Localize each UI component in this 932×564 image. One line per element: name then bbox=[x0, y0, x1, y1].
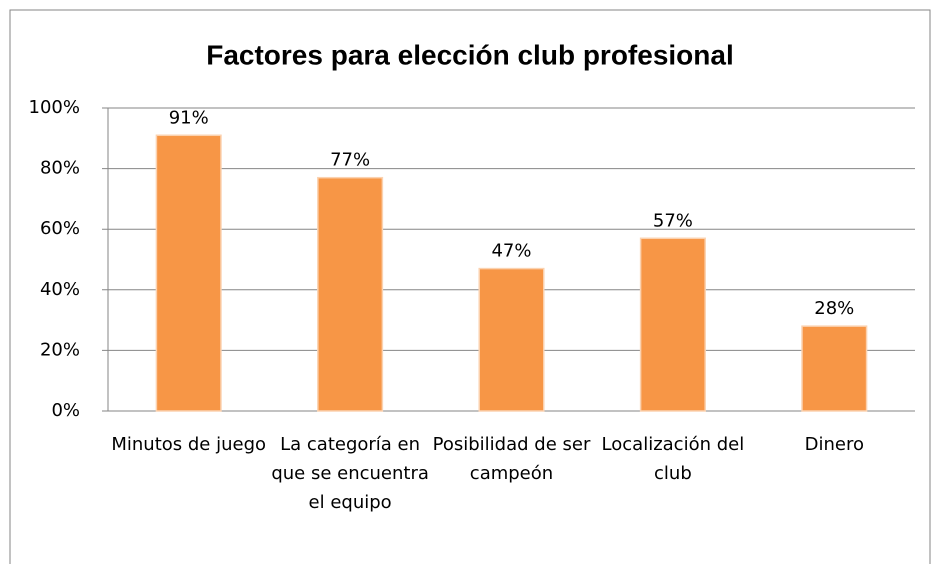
bar bbox=[801, 325, 868, 412]
x-tick-label: Posibilidad de ser campeón bbox=[432, 434, 591, 484]
x-tick-label: Localización del club bbox=[601, 434, 745, 484]
bar bbox=[317, 176, 384, 412]
y-tick-label: 0% bbox=[51, 400, 80, 421]
data-label: 57% bbox=[653, 210, 693, 231]
y-tick-label: 40% bbox=[40, 279, 80, 300]
bar bbox=[639, 237, 706, 412]
y-tick-label: 100% bbox=[29, 97, 80, 118]
data-label: 28% bbox=[814, 298, 854, 319]
bar bbox=[478, 267, 545, 412]
y-tick-label: 20% bbox=[40, 339, 80, 360]
data-label: 77% bbox=[330, 150, 370, 171]
y-tick-label: 60% bbox=[40, 218, 80, 239]
chart-title: Factores para elección club profesional bbox=[206, 39, 734, 70]
data-label: 47% bbox=[491, 241, 531, 262]
y-tick-label: 80% bbox=[40, 158, 80, 179]
x-tick-label: La categoría en que se encuentra el equi… bbox=[271, 434, 429, 513]
bar bbox=[155, 134, 222, 412]
x-tick-label: Minutos de juego bbox=[111, 434, 267, 455]
data-label: 91% bbox=[169, 107, 209, 128]
x-tick-label: Dinero bbox=[804, 434, 864, 455]
